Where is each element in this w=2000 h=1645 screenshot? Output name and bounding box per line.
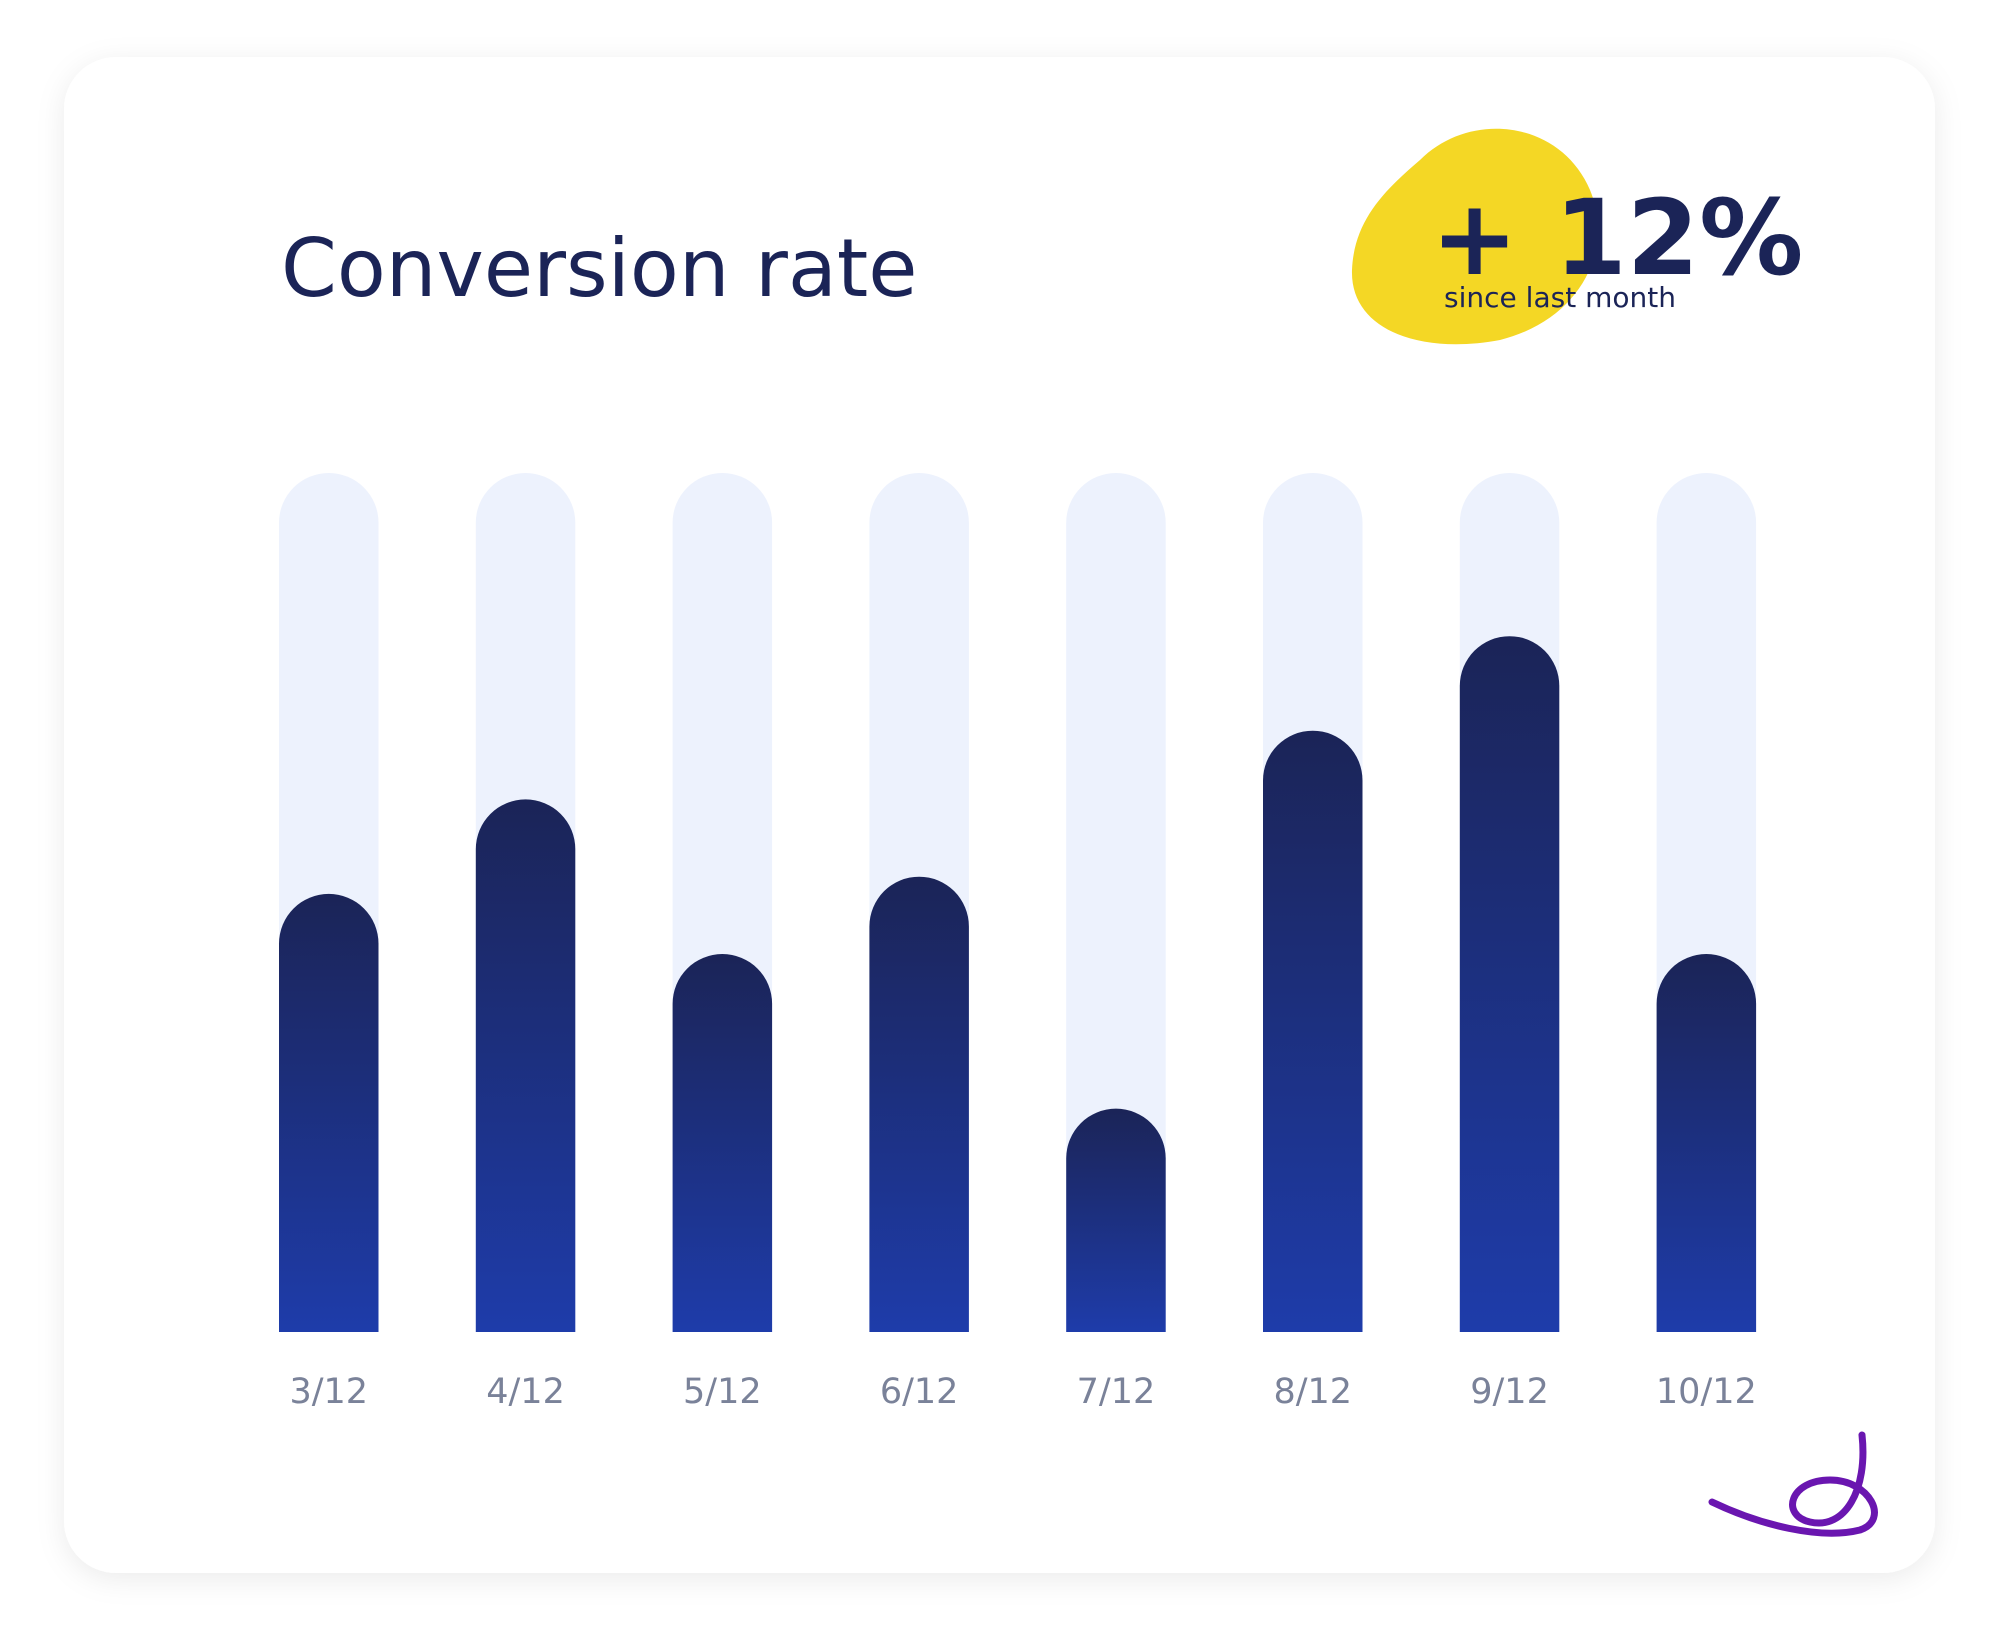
bar — [869, 876, 969, 1332]
x-tick-label: 6/12 — [880, 1372, 959, 1412]
x-tick-label: 8/12 — [1273, 1372, 1352, 1412]
x-tick-label: 3/12 — [289, 1372, 368, 1412]
bar — [475, 799, 576, 1332]
x-tick-label: 10/12 — [1656, 1372, 1757, 1412]
chart-title: Conversion rate — [281, 222, 917, 315]
x-tick-label: 5/12 — [683, 1372, 762, 1412]
bar — [1066, 1108, 1166, 1332]
bar — [1459, 636, 1560, 1332]
decoration-squiggle — [1708, 1431, 1878, 1537]
bar — [1656, 954, 1757, 1332]
badge-blob — [1351, 128, 1598, 345]
bar — [672, 954, 773, 1332]
badge-caption: since last month — [1444, 281, 1676, 314]
x-tick-label: 7/12 — [1077, 1372, 1156, 1412]
x-tick-label: 4/12 — [486, 1372, 565, 1412]
badge-value: + 12% — [1431, 177, 1803, 299]
bar — [1263, 730, 1363, 1332]
bar — [279, 893, 379, 1332]
x-tick-label: 9/12 — [1470, 1372, 1549, 1412]
